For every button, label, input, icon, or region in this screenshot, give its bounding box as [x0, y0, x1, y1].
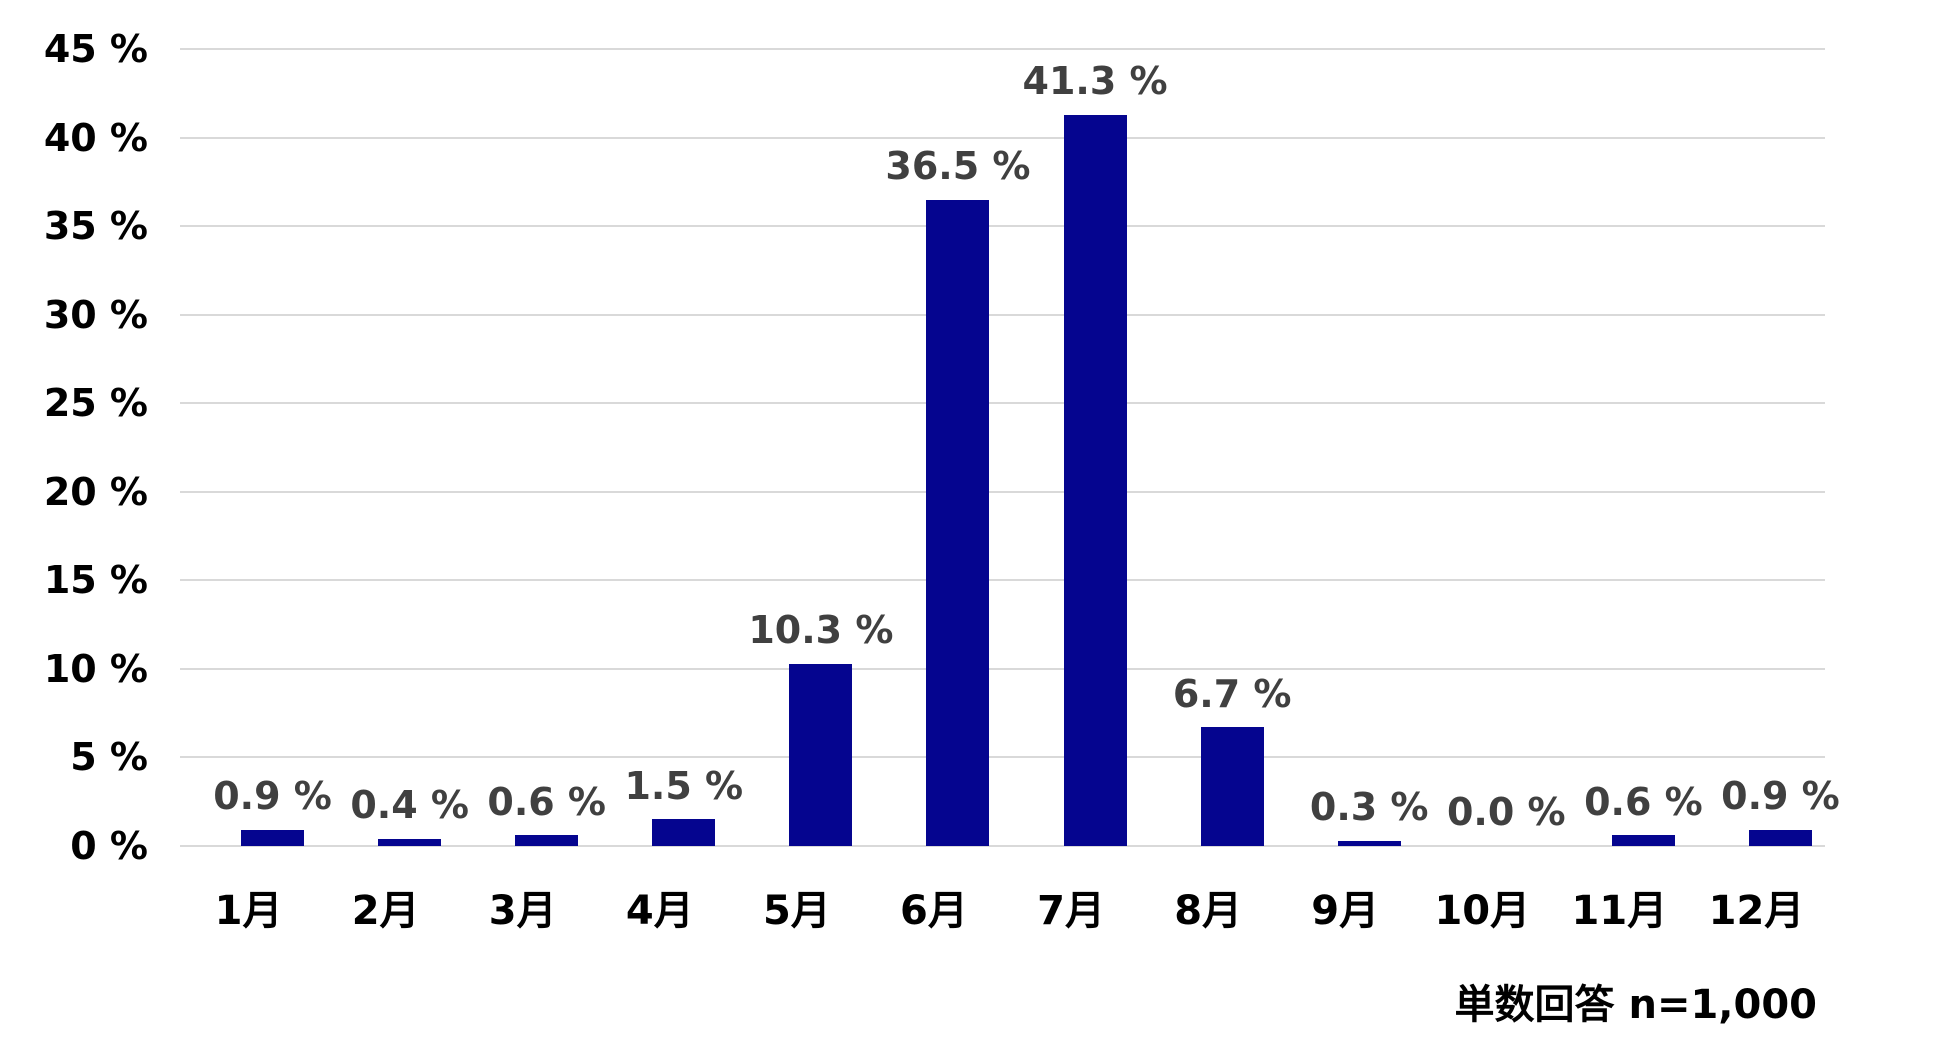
gridline [180, 402, 1825, 405]
x-tick-label: 5月 [762, 888, 831, 934]
bar-8月 [1200, 727, 1264, 846]
y-tick-label: 0 % [70, 824, 148, 868]
bar-9月 [1337, 840, 1401, 846]
bar-12月 [1748, 830, 1812, 846]
y-tick-label: 20 % [43, 469, 148, 514]
x-tick-label: 6月 [900, 888, 968, 934]
y-tick-label: 5 % [70, 735, 148, 780]
bar-2月 [378, 838, 442, 846]
data-label: 1.5 % [624, 763, 744, 808]
bar-3月 [515, 835, 579, 846]
data-label: 0.6 % [1584, 779, 1703, 824]
x-tick-label: 1月 [214, 888, 283, 934]
x-tick-label: 4月 [625, 888, 694, 934]
bar-5月 [789, 663, 853, 846]
data-label: 0.9 % [213, 774, 332, 819]
bar-1月 [241, 830, 305, 846]
x-tick-label: 2月 [351, 888, 420, 934]
data-label: 41.3 % [1022, 58, 1168, 103]
data-label: 0.9 % [1721, 774, 1840, 819]
x-tick-label: 9月 [1311, 888, 1380, 934]
data-label: 0.0 % [1446, 790, 1566, 835]
y-tick-label: 25 % [43, 381, 148, 426]
bars-layer: 0.9 % 0.4 % 0.6 % 1.5 % 10.3 % 36.5 % 41.3 % 6.… [204, 49, 1849, 846]
gridline [180, 845, 1825, 847]
data-label: 10.3 % [748, 607, 894, 652]
y-tick-label: 40 % [43, 115, 148, 160]
bar-6月 [926, 199, 990, 846]
y-tick-label: 30 % [43, 292, 148, 337]
data-label: 0.4 % [350, 783, 469, 828]
gridline [180, 490, 1825, 493]
data-label: 36.5 % [885, 143, 1031, 188]
data-label: 0.6 % [487, 779, 607, 824]
gridline [180, 48, 1825, 50]
y-tick-label: 10 % [43, 646, 148, 691]
gridline [180, 136, 1825, 139]
gridline [180, 579, 1825, 582]
plot-area [180, 48, 1825, 847]
x-tick-label: 7月 [1037, 888, 1105, 934]
x-axis-labels: 1月 2月 3月 4月 5月 6月 7月 8月 9月 10月 11月 12月 [180, 878, 1825, 938]
footnote: 単数回答 n=1,000 [1454, 982, 1817, 1028]
y-tick-label: 35 % [43, 204, 148, 249]
y-tick-label: 45 % [43, 27, 148, 71]
bar-11月 [1611, 835, 1675, 846]
data-label: 0.3 % [1309, 785, 1429, 830]
data-label: 6.7 % [1172, 671, 1292, 716]
x-tick-label: 11月 [1571, 888, 1668, 934]
y-tick-label: 15 % [43, 558, 148, 603]
x-tick-label: 3月 [488, 888, 557, 934]
bar-4月 [652, 819, 716, 846]
gridline [180, 225, 1825, 228]
x-tick-label: 12月 [1708, 888, 1805, 934]
gridline [180, 756, 1825, 759]
gridline [180, 667, 1825, 670]
gridline [180, 313, 1825, 316]
x-tick-label: 10月 [1434, 888, 1531, 934]
x-tick-label: 8月 [1174, 888, 1243, 934]
bar-7月 [1063, 114, 1127, 846]
